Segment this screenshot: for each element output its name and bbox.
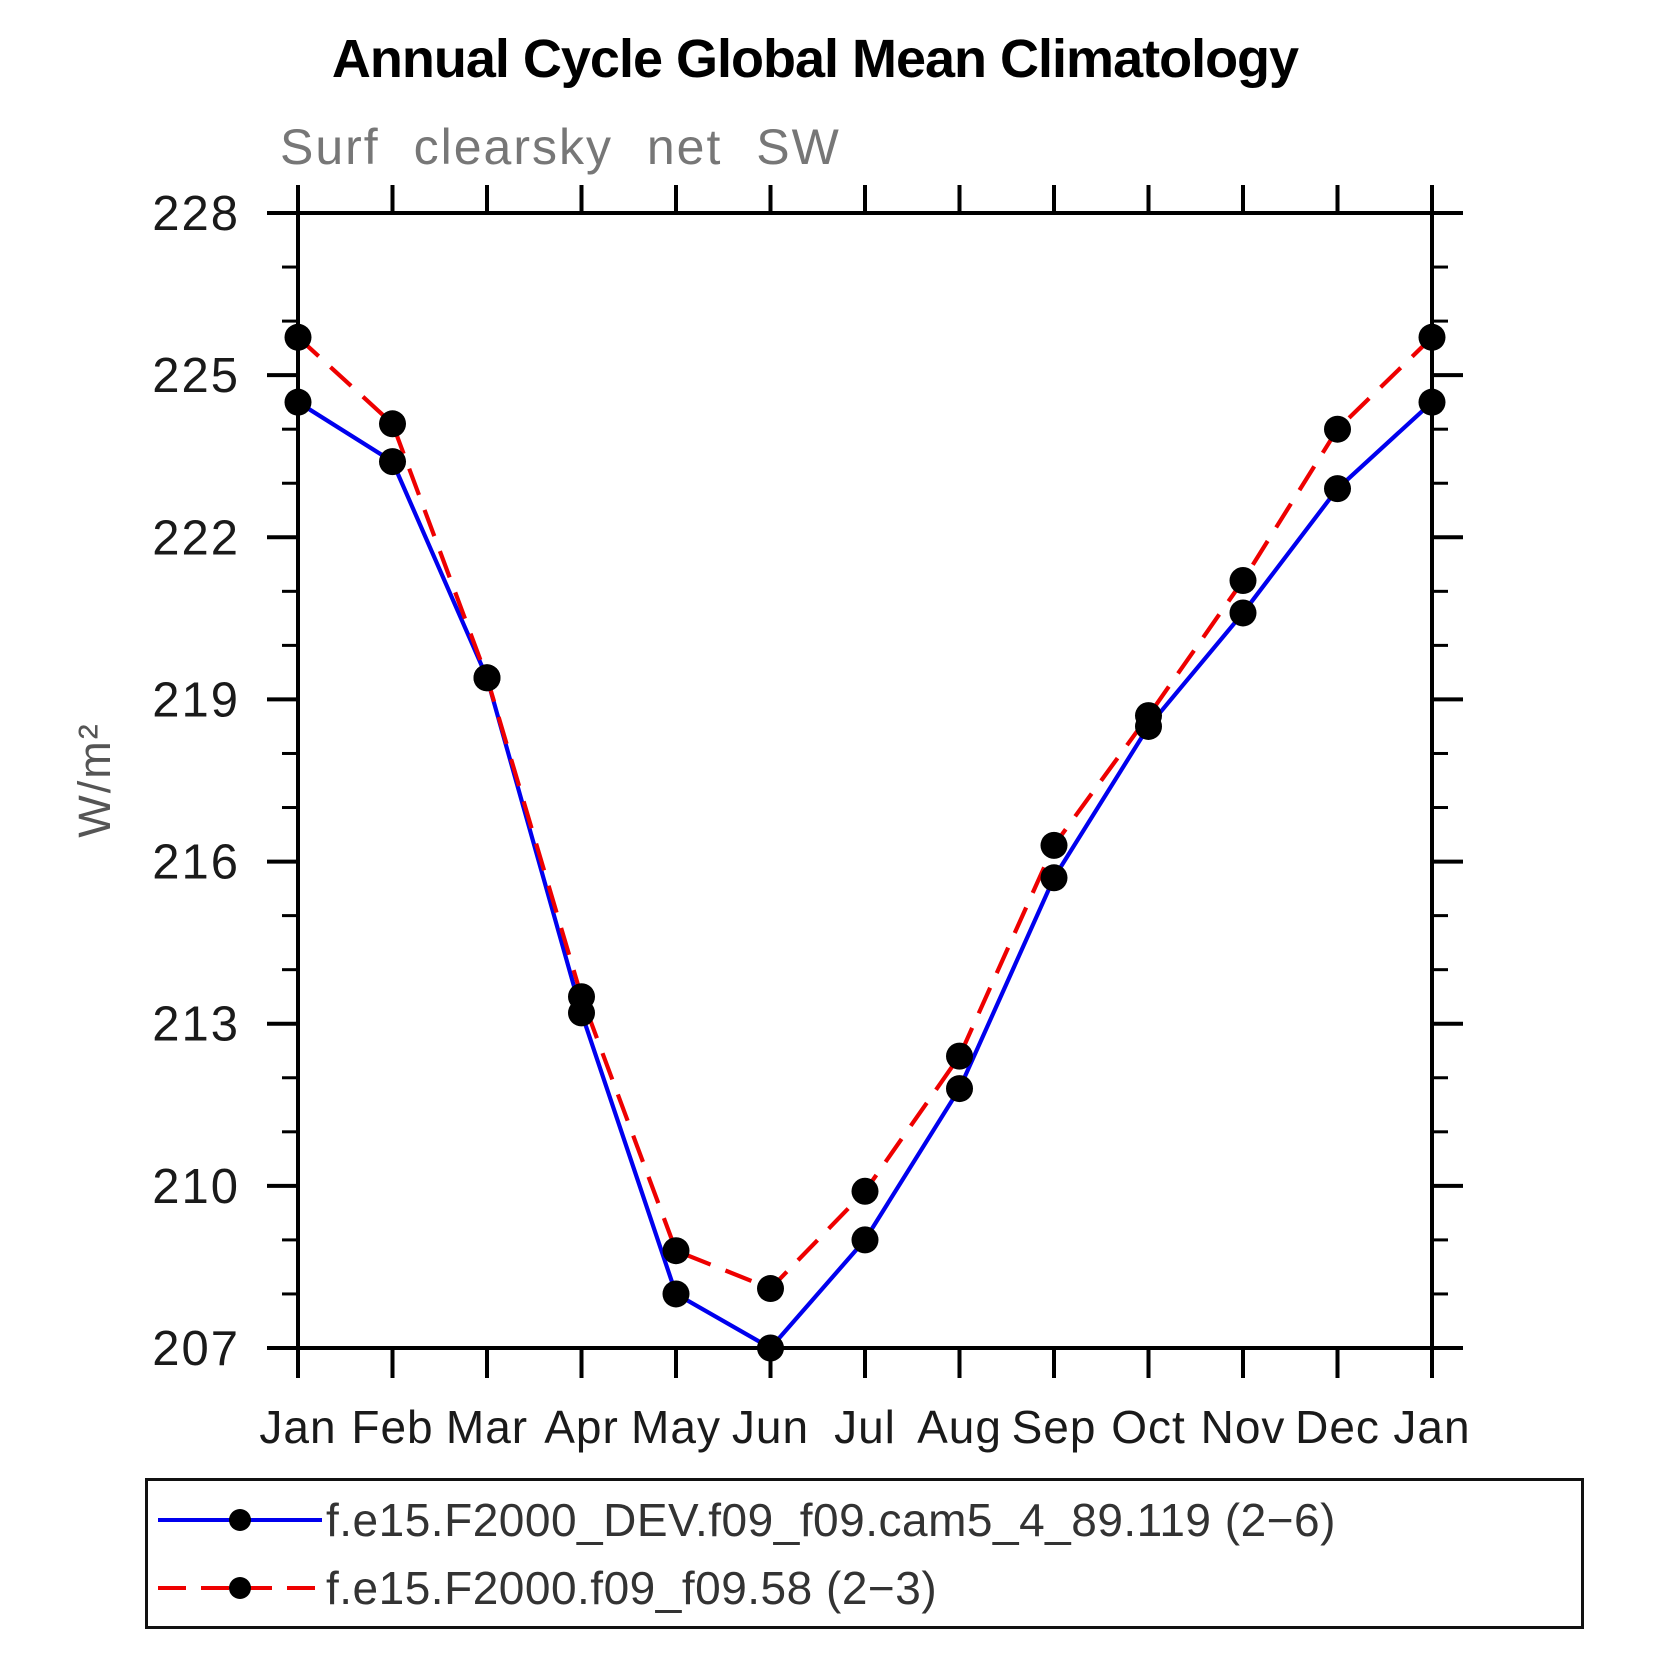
data-point-marker [568,983,595,1011]
series-line-solid [296,400,1434,1351]
legend-label: f.e15.F2000_DEV.f09_f09.cam5_4_89.119 (2… [326,1493,1336,1546]
y-tick-label: 222 [152,511,240,565]
data-point-marker [1229,599,1257,627]
x-tick-label: May [631,1401,721,1453]
data-point-marker [946,1042,973,1070]
data-point-marker [757,1275,784,1303]
data-point-marker [284,388,312,416]
data-point-marker [284,323,312,351]
x-tick-label: Feb [351,1401,433,1453]
chart-subtitle: Surf clearsky net SW [280,119,841,175]
data-point-marker [1418,323,1446,351]
legend-swatch-solid-line [158,1508,322,1531]
x-tick-label: Jan [259,1401,336,1453]
data-point-marker [379,448,406,476]
data-point-marker [1418,388,1446,416]
data-point-marker [1040,831,1068,859]
data-point-marker [473,664,501,692]
data-point-marker [1229,567,1257,595]
chart-title: Annual Cycle Global Mean Climatology [331,29,1299,89]
data-point-marker [757,1334,784,1362]
data-point-marker [1324,475,1351,503]
x-tick-label: Nov [1201,1401,1286,1453]
legend-item: f.e15.F2000_DEV.f09_f09.cam5_4_89.119 (2… [148,1491,1581,1549]
data-point-marker [1040,864,1068,892]
data-point-marker [851,1226,879,1254]
data-point-marker [1135,702,1162,730]
y-tick-label: 216 [152,836,240,890]
y-tick-label: 225 [152,349,240,403]
legend-marker-dot-icon [229,1576,251,1599]
data-point-marker [946,1075,973,1103]
data-point-marker [851,1177,879,1205]
x-tick-label: Jun [732,1401,809,1453]
legend-swatch-dashed-line [158,1576,322,1599]
x-tick-label: Aug [917,1401,1002,1453]
data-point-marker [379,410,406,438]
legend-item: f.e15.F2000.f09_f09.58 (2−3) [148,1559,1581,1617]
data-point-marker [662,1237,690,1265]
y-tick-label: 213 [152,998,240,1052]
data-point-marker [1324,415,1351,443]
data-point-marker [662,1280,690,1308]
y-tick-label: 210 [152,1160,240,1214]
y-tick-label: 228 [152,187,240,241]
legend-marker-dot-icon [229,1508,251,1531]
y-tick-label: 219 [152,673,240,727]
x-tick-label: Jul [834,1401,896,1453]
series-line-dashed [296,335,1434,1291]
x-tick-label: Jan [1393,1401,1470,1453]
x-tick-label: Mar [446,1401,528,1453]
y-tick-label: 207 [152,1322,240,1376]
legend-label: f.e15.F2000.f09_f09.58 (2−3) [326,1561,938,1614]
x-tick-label: Apr [544,1401,619,1453]
x-tick-label: Oct [1111,1401,1186,1453]
x-tick-label: Sep [1012,1401,1097,1453]
x-tick-label: Dec [1295,1401,1380,1453]
legend: f.e15.F2000_DEV.f09_f09.cam5_4_89.119 (2… [145,1478,1584,1629]
plot-frame [296,211,1434,1350]
